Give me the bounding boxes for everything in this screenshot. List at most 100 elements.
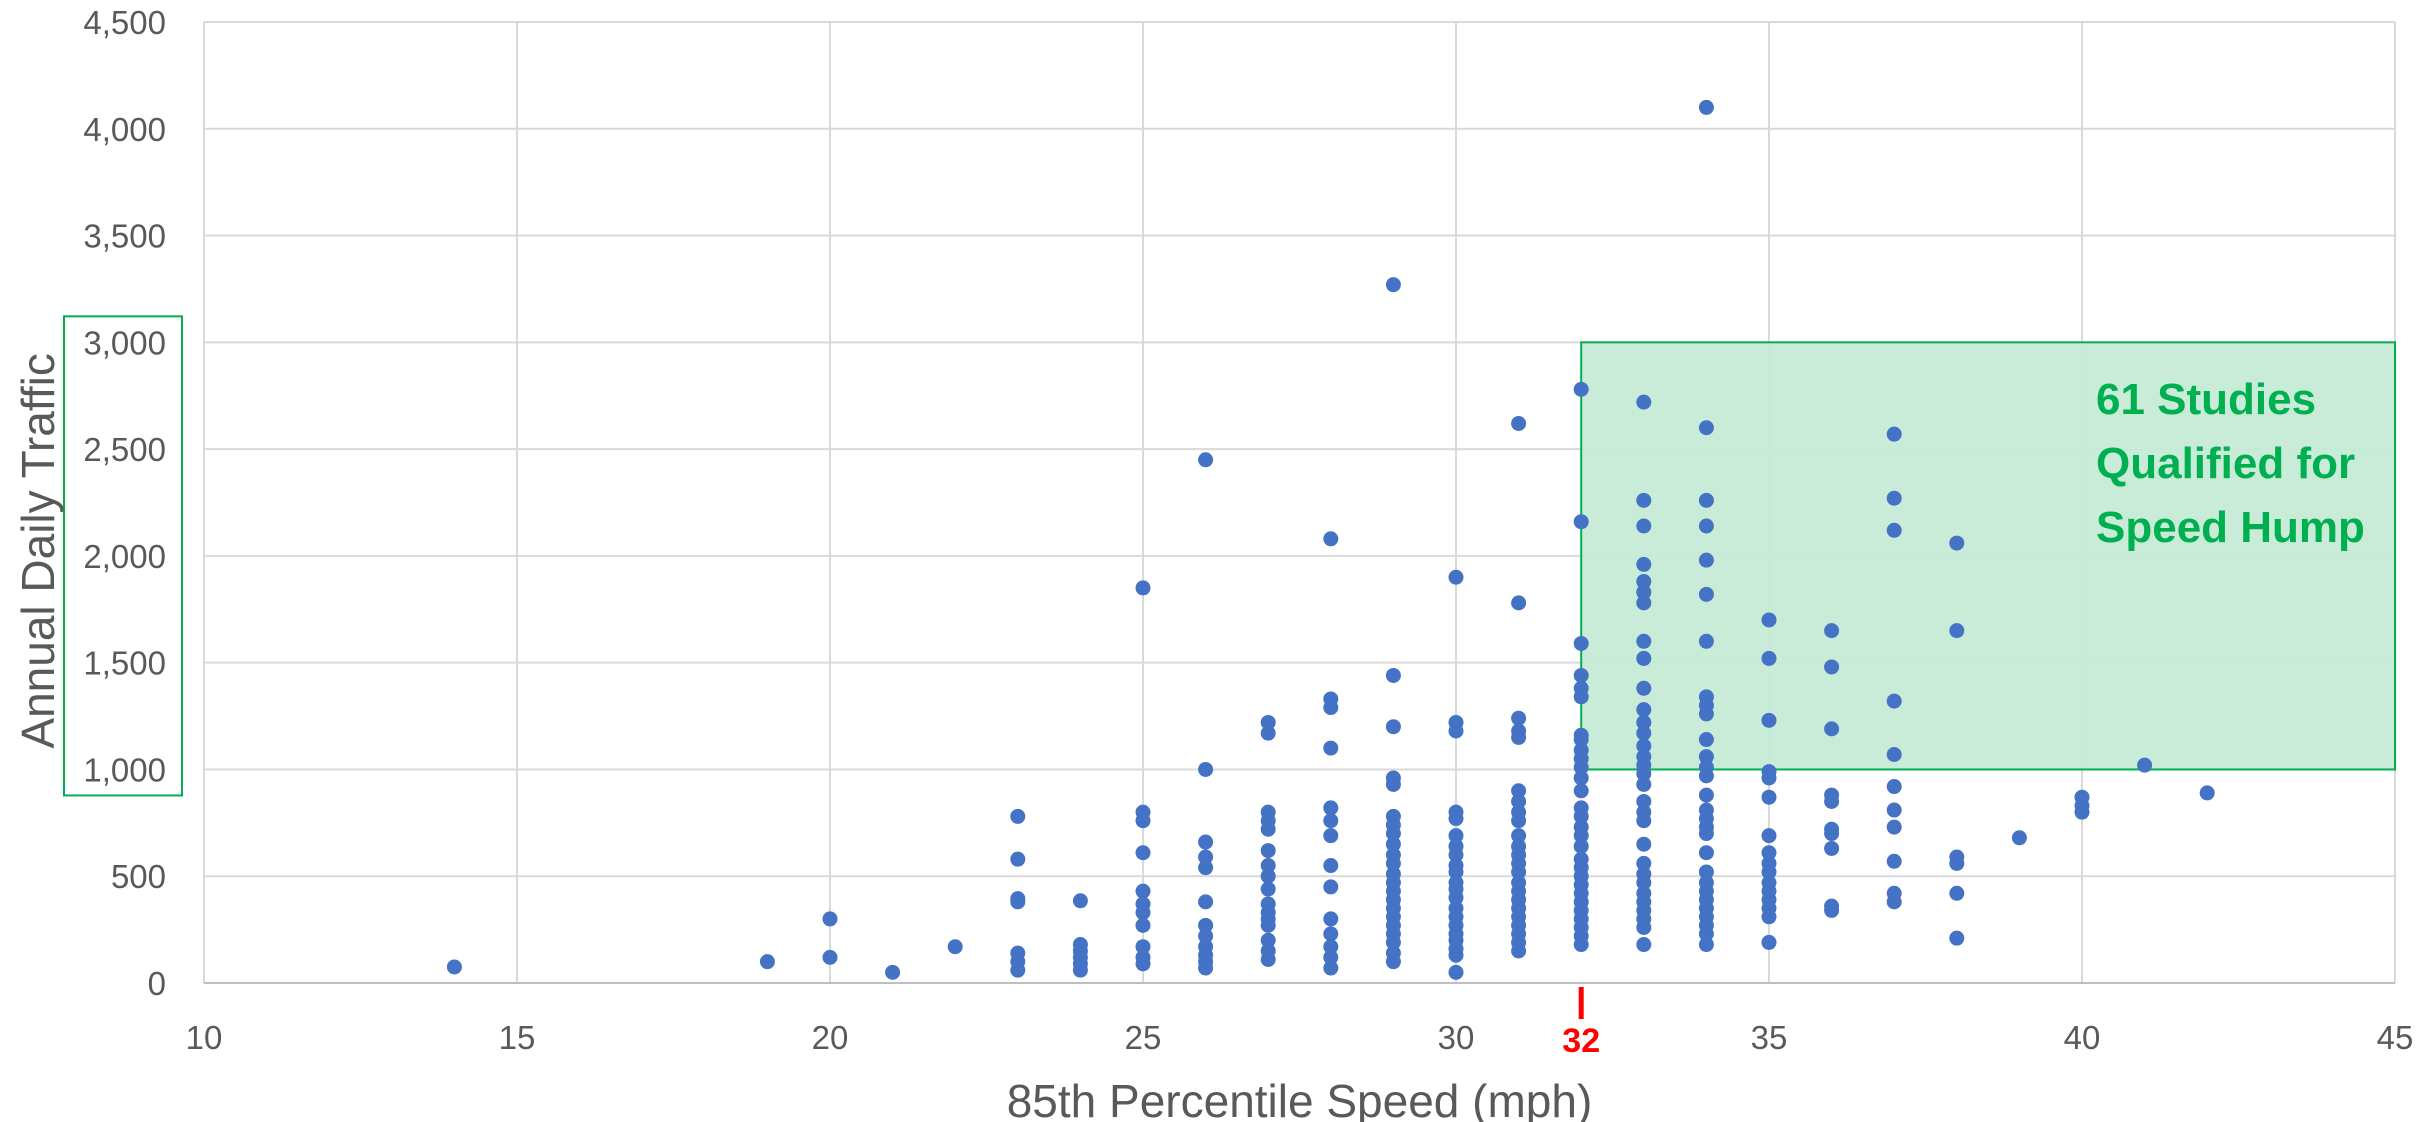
data-point — [1886, 885, 1902, 901]
data-point — [1511, 723, 1527, 739]
data-point — [1198, 761, 1214, 777]
data-point — [1636, 650, 1652, 666]
data-point — [1698, 845, 1714, 861]
data-point — [1323, 949, 1339, 965]
data-point — [1260, 858, 1276, 874]
data-point — [1511, 875, 1527, 891]
data-point — [1198, 894, 1214, 910]
data-point — [1260, 932, 1276, 948]
data-point — [1761, 612, 1777, 628]
data-point — [1761, 789, 1777, 805]
x-tick-label: 25 — [1125, 1019, 1162, 1056]
data-point — [1698, 420, 1714, 436]
data-point — [1949, 930, 1965, 946]
data-point — [1886, 819, 1902, 835]
data-point — [1385, 277, 1401, 293]
data-point — [1511, 804, 1527, 820]
data-point — [1573, 667, 1589, 683]
data-point — [1886, 802, 1902, 818]
data-point — [1135, 883, 1151, 899]
data-point — [1385, 866, 1401, 882]
annotation-line: Speed Hump — [2096, 503, 2365, 552]
data-point — [1448, 804, 1464, 820]
data-point — [1573, 680, 1589, 696]
y-tick-label: 3,000 — [83, 324, 166, 361]
x-axis-ticks: 10 15 20 25 30 35 40 45 — [186, 1019, 2414, 1056]
data-point — [1448, 828, 1464, 844]
data-point — [1135, 580, 1151, 596]
data-point — [1072, 937, 1088, 953]
data-point — [1949, 535, 1965, 551]
annotation-line: Qualified for — [2096, 439, 2355, 488]
data-point — [1824, 659, 1840, 675]
data-point — [1198, 834, 1214, 850]
data-point — [1260, 725, 1276, 741]
data-point — [1072, 893, 1088, 909]
data-point — [1761, 845, 1777, 861]
data-point — [1698, 518, 1714, 534]
data-point — [1824, 821, 1840, 837]
data-point — [2011, 830, 2027, 846]
data-point — [1385, 945, 1401, 961]
data-point — [1824, 721, 1840, 737]
data-point — [1761, 934, 1777, 950]
data-point — [2074, 789, 2090, 805]
y-axis-ticks: 0 500 1,000 1,500 2,000 2,500 3,000 3,500 4,000 4… — [83, 4, 166, 1002]
data-point — [1448, 875, 1464, 891]
data-point — [1198, 917, 1214, 933]
data-point — [1886, 490, 1902, 506]
data-point — [1260, 804, 1276, 820]
data-point — [1448, 900, 1464, 916]
data-point — [1385, 847, 1401, 863]
data-point — [1198, 860, 1214, 876]
data-point — [1698, 875, 1714, 891]
data-point — [1323, 858, 1339, 874]
data-point — [1698, 99, 1714, 115]
data-point — [1448, 838, 1464, 854]
data-point — [1385, 808, 1401, 824]
y-tick-label: 0 — [148, 965, 166, 1002]
y-tick-label: 4,500 — [83, 4, 166, 41]
data-point — [1260, 943, 1276, 959]
data-point — [1135, 896, 1151, 912]
data-point — [1135, 917, 1151, 933]
data-point — [1636, 574, 1652, 590]
data-point — [1824, 787, 1840, 803]
data-point — [822, 911, 838, 927]
data-point — [1573, 800, 1589, 816]
data-point — [1323, 939, 1339, 955]
y-tick-label: 1,500 — [83, 645, 166, 682]
data-point — [1198, 928, 1214, 944]
data-point — [1698, 749, 1714, 765]
data-point — [822, 949, 838, 965]
data-point — [1698, 787, 1714, 803]
data-point — [1198, 452, 1214, 468]
x-tick-label: 10 — [186, 1019, 223, 1056]
y-tick-label: 500 — [111, 858, 166, 895]
data-point — [1636, 804, 1652, 820]
data-point — [1636, 714, 1652, 730]
data-point — [1260, 881, 1276, 897]
data-point — [1698, 689, 1714, 705]
ylabel-highlight-box — [63, 315, 183, 797]
data-point — [1448, 858, 1464, 874]
data-point — [1260, 714, 1276, 730]
data-point — [1636, 749, 1652, 765]
y-tick-label: 3,500 — [83, 218, 166, 255]
data-point — [1636, 556, 1652, 572]
x-tick-label: 40 — [2064, 1019, 2101, 1056]
data-point — [1636, 866, 1652, 882]
data-point — [1511, 838, 1527, 854]
data-point — [1323, 813, 1339, 829]
y-tick-label: 1,000 — [83, 751, 166, 788]
data-point — [1636, 702, 1652, 718]
data-point — [1573, 838, 1589, 854]
data-point — [1010, 945, 1026, 961]
data-point — [1698, 492, 1714, 508]
data-point — [1573, 783, 1589, 799]
x-tick-label: 30 — [1438, 1019, 1475, 1056]
data-point — [1135, 845, 1151, 861]
data-point — [1448, 569, 1464, 585]
data-point — [1886, 693, 1902, 709]
data-point — [1636, 836, 1652, 852]
